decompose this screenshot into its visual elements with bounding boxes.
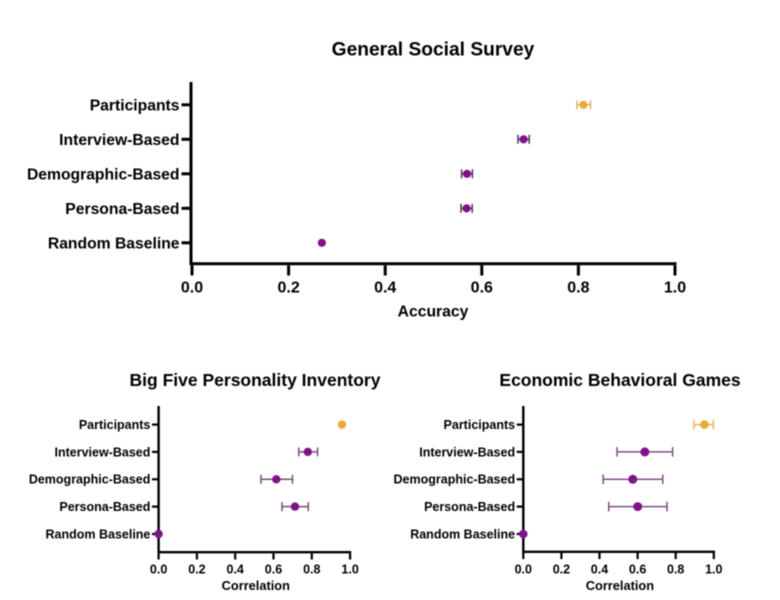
svg-text:Economic Behavioral Games: Economic Behavioral Games bbox=[499, 370, 740, 390]
svg-text:Participants: Participants bbox=[444, 418, 516, 432]
svg-text:Demographic-Based: Demographic-Based bbox=[29, 473, 151, 487]
svg-text:0.0: 0.0 bbox=[515, 562, 532, 576]
svg-text:Demographic-Based: Demographic-Based bbox=[27, 166, 180, 183]
svg-text:Random Baseline: Random Baseline bbox=[410, 527, 515, 541]
svg-text:0.4: 0.4 bbox=[591, 562, 608, 576]
svg-text:Persona-Based: Persona-Based bbox=[65, 201, 179, 218]
svg-text:Demographic-Based: Demographic-Based bbox=[394, 473, 516, 487]
svg-text:Persona-Based: Persona-Based bbox=[59, 500, 150, 514]
svg-text:Big Five Personality Inventory: Big Five Personality Inventory bbox=[130, 370, 381, 390]
svg-text:Interview-Based: Interview-Based bbox=[419, 445, 515, 459]
svg-text:0.8: 0.8 bbox=[667, 562, 684, 576]
svg-text:1.0: 1.0 bbox=[341, 562, 358, 576]
svg-text:0.2: 0.2 bbox=[553, 562, 570, 576]
svg-text:0.6: 0.6 bbox=[629, 562, 646, 576]
svg-text:Interview-Based: Interview-Based bbox=[59, 132, 179, 149]
svg-text:Random Baseline: Random Baseline bbox=[46, 527, 151, 541]
svg-text:Interview-Based: Interview-Based bbox=[55, 445, 151, 459]
svg-text:0.6: 0.6 bbox=[471, 279, 493, 296]
svg-text:0.8: 0.8 bbox=[567, 279, 589, 296]
svg-text:0.8: 0.8 bbox=[303, 562, 320, 576]
svg-text:Correlation: Correlation bbox=[586, 578, 654, 593]
svg-text:Participants: Participants bbox=[90, 97, 180, 114]
svg-text:0.2: 0.2 bbox=[277, 279, 299, 296]
svg-text:Accuracy: Accuracy bbox=[398, 303, 469, 320]
svg-text:Persona-Based: Persona-Based bbox=[424, 500, 515, 514]
svg-text:1.0: 1.0 bbox=[664, 279, 686, 296]
svg-text:Participants: Participants bbox=[79, 418, 151, 432]
svg-text:0.2: 0.2 bbox=[188, 562, 205, 576]
svg-text:General Social Survey: General Social Survey bbox=[332, 39, 535, 60]
svg-text:0.6: 0.6 bbox=[265, 562, 282, 576]
svg-text:Correlation: Correlation bbox=[222, 578, 290, 593]
svg-text:0.0: 0.0 bbox=[150, 562, 167, 576]
svg-text:0.0: 0.0 bbox=[181, 279, 203, 296]
svg-text:0.4: 0.4 bbox=[374, 279, 396, 296]
svg-text:1.0: 1.0 bbox=[705, 562, 722, 576]
svg-text:0.4: 0.4 bbox=[227, 562, 244, 576]
svg-text:Random Baseline: Random Baseline bbox=[48, 235, 180, 252]
